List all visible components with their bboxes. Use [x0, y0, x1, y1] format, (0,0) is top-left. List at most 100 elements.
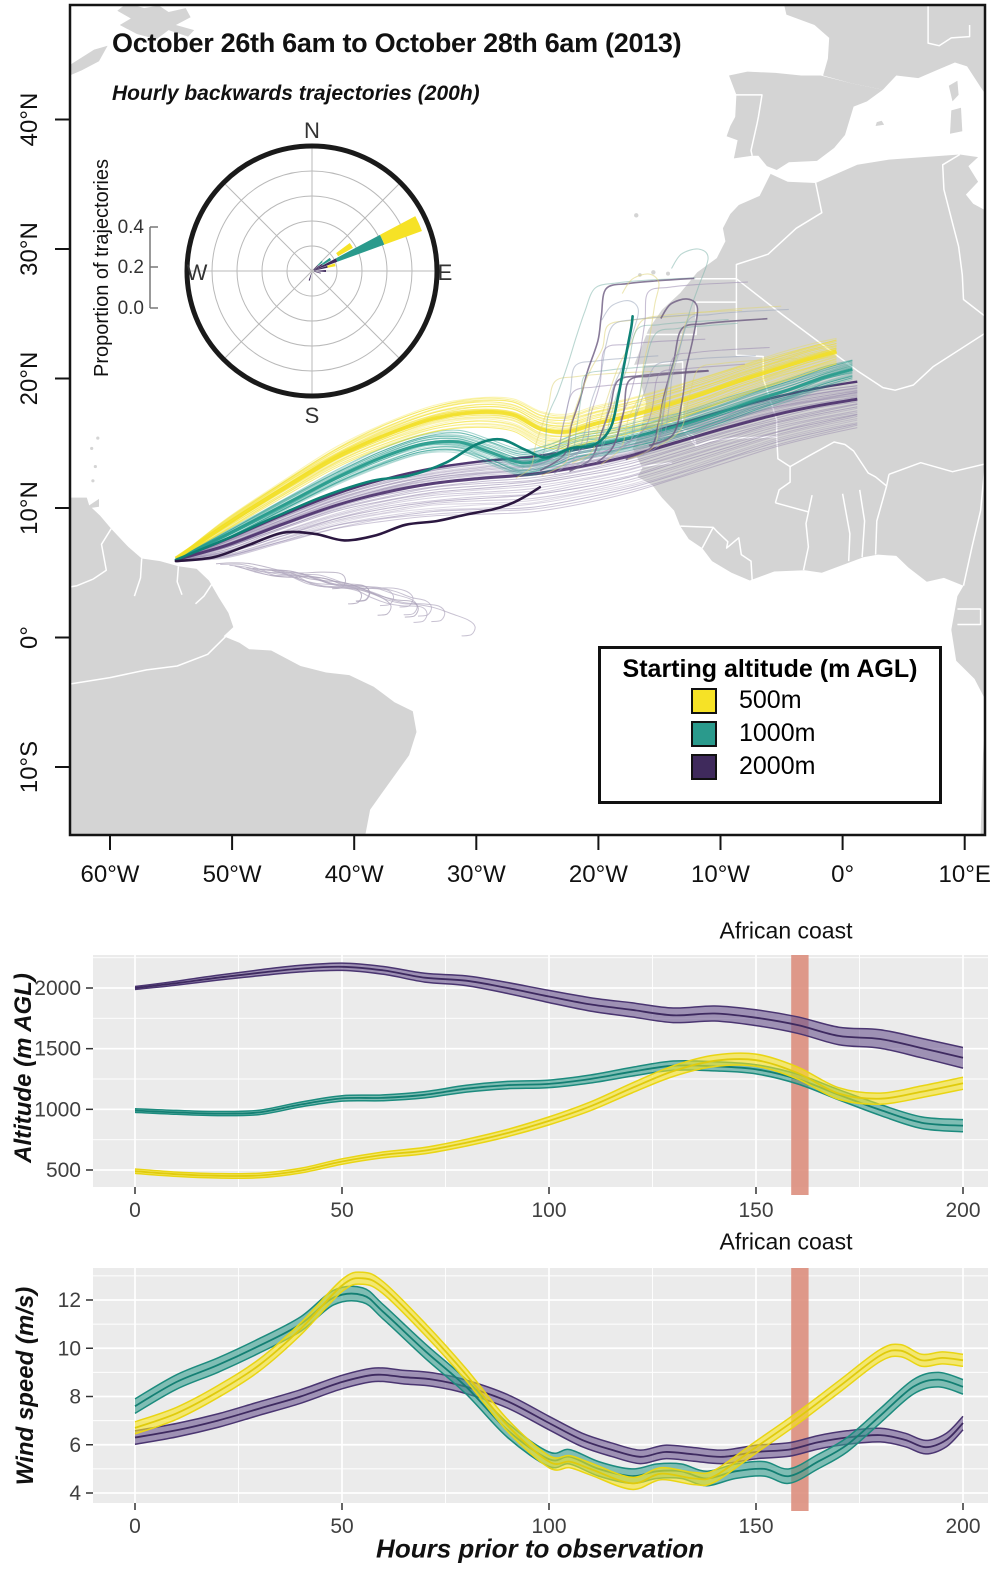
country-border: [789, 441, 888, 487]
country-border: [957, 608, 982, 626]
trajectory-fan-line: [657, 357, 798, 448]
lon-tick-label: 10°E: [939, 861, 991, 888]
wind-rose-bar-500m: [336, 243, 353, 257]
country-border: [888, 461, 985, 476]
wind-rose-bar-2000m: [313, 258, 338, 271]
country-border: [841, 493, 851, 562]
trajectory-line: [175, 339, 837, 559]
y-tick-label: 12: [58, 1289, 81, 1312]
legend-title: Starting altitude (m AGL): [622, 655, 918, 683]
wind-rose-bar-500m: [379, 216, 422, 245]
country-border: [874, 474, 890, 555]
map-legend: Starting altitude (m AGL) 500m 1000m 2000m: [598, 646, 942, 804]
trajectory-line: [175, 339, 837, 559]
trajectory-line: [175, 358, 837, 559]
legend-item-2000m: 2000m: [601, 750, 939, 783]
landmass: [784, 5, 985, 94]
country-border: [957, 246, 985, 317]
lon-tick-label: 20°W: [569, 861, 628, 888]
trajectory-line: [175, 360, 837, 560]
figure-subtitle: Hourly backwards trajectories (200h): [112, 82, 480, 105]
trajectory-line: [175, 344, 837, 559]
island: [91, 479, 95, 483]
country-border: [176, 566, 183, 596]
trajectory-fan-line: [600, 273, 660, 466]
country-border: [680, 525, 753, 581]
trajectory-bundle-500m: [174, 337, 838, 561]
wind-rose-bar-2000m: [313, 265, 328, 271]
country-border: [133, 558, 143, 597]
country-border: [941, 153, 961, 247]
y-tick-label: 500: [46, 1159, 81, 1182]
x-tick-label: 50: [330, 1515, 353, 1538]
trajectory-core-line: [175, 397, 858, 562]
trajectory-line: [175, 424, 858, 561]
trajectory-fan-line: [639, 308, 789, 457]
lat-tick-label: 30°N: [16, 222, 43, 276]
lon-tick-label: 10°W: [691, 861, 750, 888]
lon-tick-label: 30°W: [447, 861, 506, 888]
country-border: [701, 527, 714, 549]
trajectory-fan-line: [551, 364, 674, 463]
landmass: [726, 71, 883, 170]
x-tick-label: 200: [945, 1515, 980, 1538]
trajectory-line: [175, 359, 837, 559]
country-border: [70, 578, 94, 588]
trajectory-line: [175, 410, 858, 562]
figure-title: October 26th 6am to October 28th 6am (20…: [112, 28, 682, 58]
y-tick-label: 8: [69, 1386, 81, 1409]
country-border: [735, 278, 985, 391]
ribbon-center-500m: [134, 1277, 964, 1485]
landmass: [948, 80, 959, 102]
legend-label: 500m: [739, 686, 802, 714]
trajectory-line: [175, 427, 858, 562]
trajectory-line: [175, 362, 853, 560]
trajectory-line: [175, 372, 853, 560]
lat-tick-label: 40°N: [16, 93, 43, 147]
x-tick-label: 150: [738, 1199, 773, 1222]
map-frame: [68, 3, 987, 837]
rose-scale-label: 0.4: [118, 217, 145, 238]
legend-item-500m: 500m: [601, 684, 939, 717]
wind-rose-bar-2000m: [313, 263, 323, 271]
trajectory-line: [175, 417, 858, 562]
y-tick-label: 2000: [34, 977, 81, 1000]
trajectory-line: [175, 378, 853, 560]
country-border: [733, 94, 763, 156]
legend-swatch-500m: [691, 687, 717, 714]
trajectory-bold-1000m: [174, 315, 634, 562]
wind-rose-bar-2000m: [313, 271, 321, 274]
trajectory-fan-line: [610, 355, 756, 454]
trajectory-map: [70, 5, 985, 835]
lat-tick-label: 10°N: [16, 481, 43, 535]
ribbon-edge-500m: [134, 1052, 964, 1175]
x-axis-title: Hours prior to observation: [376, 1533, 704, 1564]
wind-rose-spoke: [223, 182, 401, 360]
trajectory-line: [175, 361, 837, 560]
island: [651, 270, 656, 275]
y-tick-label: 4: [69, 1482, 81, 1505]
country-border: [636, 278, 738, 336]
ribbon-edge-2000m: [134, 969, 964, 1069]
trajectory-line: [175, 377, 853, 560]
x-tick-label: 150: [738, 1515, 773, 1538]
country-border: [92, 528, 112, 580]
ribbon-edge-2000m: [134, 1380, 964, 1465]
country-border: [927, 5, 971, 47]
altitude-chart: 0 50 100 150 200 500 1000 1500 2000: [34, 955, 988, 1222]
trajectory-line: [175, 360, 853, 560]
trajectory-squiggle: [238, 566, 395, 607]
island: [665, 271, 670, 276]
landmass: [89, 498, 99, 508]
compass-label: S: [305, 403, 320, 428]
trajectory-line: [175, 407, 858, 560]
country-border: [735, 182, 823, 279]
compass-label: N: [304, 118, 320, 143]
lon-tick-label: 50°W: [203, 861, 262, 888]
trajectory-fan-line: [595, 370, 709, 464]
rose-scale-label: 0.2: [118, 257, 144, 278]
trajectory-line: [175, 355, 837, 560]
lon-tick-label: 0°: [831, 861, 854, 888]
